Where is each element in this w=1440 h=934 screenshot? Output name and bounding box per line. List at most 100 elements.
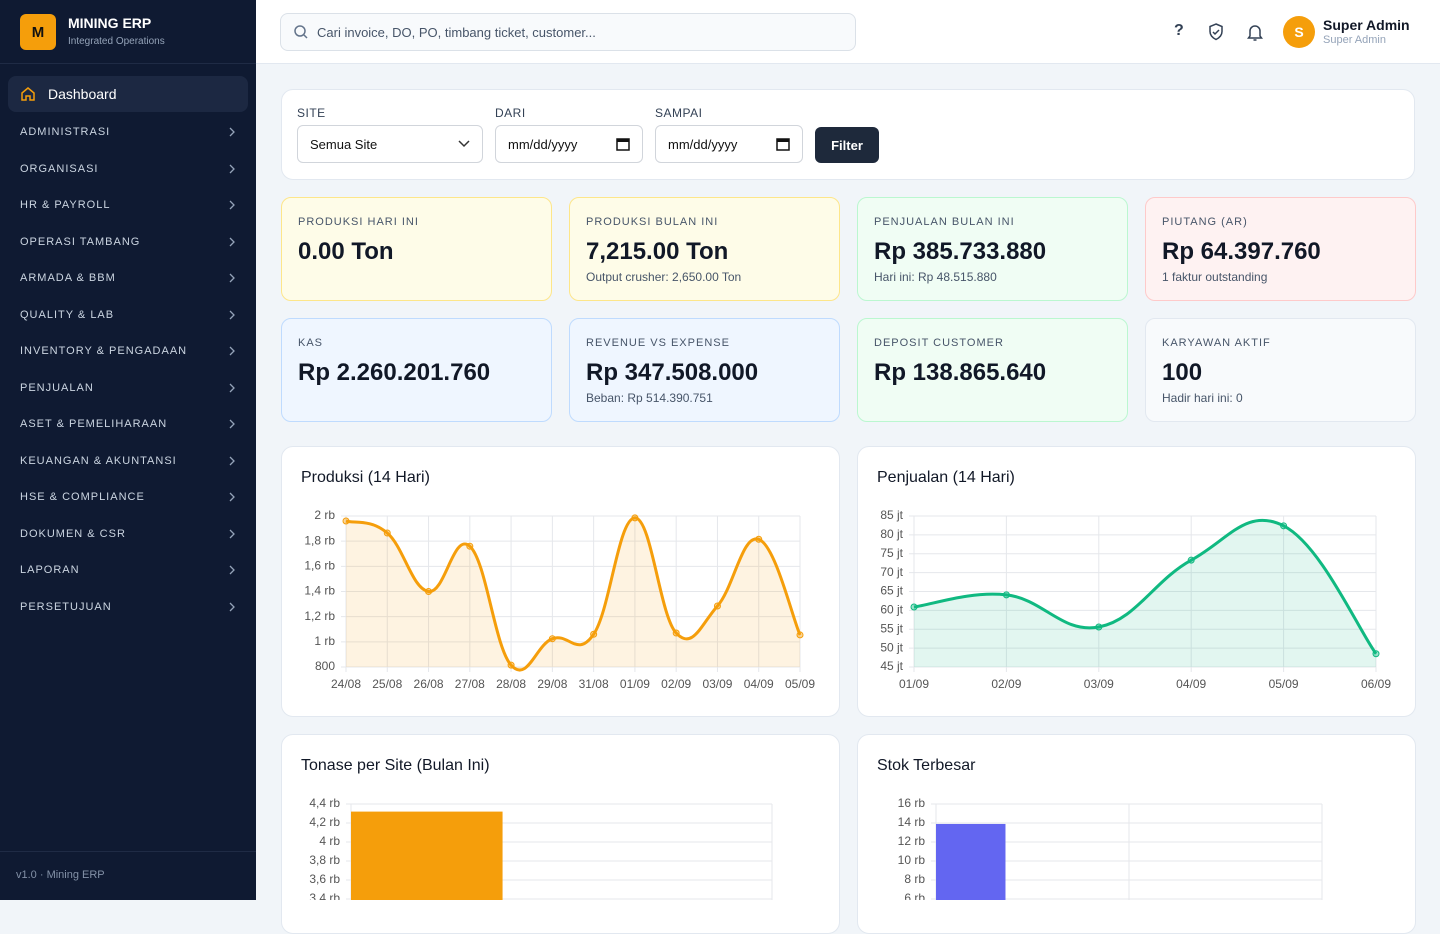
chevron bbox=[229, 164, 235, 173]
x-tick-label: 05/09 bbox=[785, 677, 815, 691]
kpi-card: PRODUKSI BULAN INI 7,215.00 Ton Output cru… bbox=[569, 197, 840, 301]
point bbox=[910, 603, 918, 611]
kpi-value: Rp 2.260.201.760 bbox=[298, 359, 491, 386]
kpi-sub: 1 faktur outstanding bbox=[1162, 270, 1268, 284]
nav-item[interactable]: PERSETUJUAN bbox=[20, 597, 236, 617]
user-role: Super Admin bbox=[1323, 34, 1386, 46]
x-tick-label: 03/09 bbox=[702, 677, 732, 691]
chevron-path bbox=[229, 565, 235, 575]
point bbox=[631, 514, 639, 522]
chevron-path bbox=[229, 164, 235, 173]
y-tick-label: 6 rb bbox=[904, 891, 925, 900]
nav-active[interactable]: Dashboard bbox=[8, 76, 248, 112]
nav-label: LAPORAN bbox=[20, 564, 80, 576]
kpi-value: Rp 138.865.640 bbox=[874, 359, 1047, 386]
nav-label: PERSETUJUAN bbox=[20, 600, 112, 613]
nav-label: ARMADA & BBM bbox=[20, 272, 116, 284]
filter-label: SAMPAI bbox=[655, 106, 703, 120]
y-tick-label: 1,2 rb bbox=[304, 609, 335, 623]
nav-item[interactable]: HR & PAYROLL bbox=[20, 195, 236, 215]
help[interactable]: ? bbox=[1174, 22, 1184, 39]
y-tick-label: 4,4 rb bbox=[309, 796, 340, 810]
point bbox=[755, 535, 763, 543]
point bbox=[590, 630, 598, 638]
kpi-sub: Output crusher: 2,650.00 Ton bbox=[586, 270, 742, 284]
select-value: Semua Site bbox=[310, 136, 378, 152]
nav-label: KEUANGAN & AKUNTANSI bbox=[20, 454, 177, 467]
chevron-path bbox=[229, 127, 235, 137]
nav-item[interactable]: LAPORAN bbox=[20, 560, 236, 580]
nav-item[interactable]: QUALITY & LAB bbox=[20, 305, 236, 325]
filter-button[interactable]: Filter bbox=[815, 127, 879, 163]
x-tick-label: 29/08 bbox=[537, 677, 567, 691]
point bbox=[1095, 623, 1103, 631]
kpi-label: DEPOSIT CUSTOMER bbox=[874, 337, 1004, 349]
y-tick-label: 3,8 rb bbox=[309, 853, 340, 867]
kpi-value: 100 bbox=[1162, 359, 1203, 386]
kpi-label: KAS bbox=[298, 337, 324, 349]
x-tick-label: 04/09 bbox=[744, 677, 774, 691]
nav-label: ASET & PEMELIHARAAN bbox=[20, 418, 168, 430]
chevron-path bbox=[229, 419, 235, 429]
y-tick-label: 16 rb bbox=[898, 796, 926, 810]
calendar-icon bbox=[616, 138, 630, 151]
kpi-card: KARYAWAN AKTIF 100 Hadir hari ini: 0 bbox=[1145, 318, 1416, 422]
chevron-path bbox=[229, 456, 235, 465]
nav-item[interactable]: ORGANISASI bbox=[20, 159, 236, 179]
user-name: Super Admin bbox=[1323, 17, 1410, 33]
chart-title: Penjualan (14 Hari) bbox=[877, 469, 1015, 486]
kpi-label: PENJUALAN BULAN INI bbox=[874, 216, 1015, 228]
nav-label: PENJUALAN bbox=[20, 381, 94, 394]
divider bbox=[0, 851, 256, 852]
site-select[interactable]: Semua Site bbox=[297, 125, 483, 163]
nav-item[interactable]: OPERASI TAMBANG bbox=[20, 232, 236, 252]
nav-item[interactable]: PENJUALAN bbox=[20, 378, 236, 398]
line bbox=[913, 518, 1378, 655]
kpi-sub: Beban: Rp 514.390.751 bbox=[586, 391, 713, 405]
chart-card bbox=[281, 446, 840, 717]
filter-label: SITE bbox=[297, 106, 326, 120]
nav-item[interactable]: HSE & COMPLIANCE bbox=[20, 487, 236, 507]
bar bbox=[351, 811, 503, 900]
nav-label: HSE & COMPLIANCE bbox=[20, 491, 145, 503]
x-tick-label: 24/08 bbox=[331, 677, 361, 691]
nav-item[interactable]: ADMINISTRASI bbox=[20, 122, 236, 142]
nav-item[interactable]: ARMADA & BBM bbox=[20, 268, 236, 288]
nav-item[interactable]: INVENTORY & PENGADAAN bbox=[20, 341, 236, 361]
chevron bbox=[458, 140, 470, 148]
avatar[interactable]: S bbox=[1283, 16, 1315, 48]
y-tick-label: 75 jt bbox=[880, 546, 903, 560]
point bbox=[796, 631, 804, 639]
chevron bbox=[229, 200, 235, 210]
x-tick-label: 03/09 bbox=[1084, 677, 1114, 691]
kpi-label: PIUTANG (AR) bbox=[1162, 216, 1248, 228]
point bbox=[342, 517, 350, 525]
nav-item[interactable]: DOKUMEN & CSR bbox=[20, 524, 236, 544]
y-tick-label: 50 jt bbox=[880, 640, 903, 654]
kpi-card: DEPOSIT CUSTOMER Rp 138.865.640 bbox=[857, 318, 1128, 422]
search-icon bbox=[294, 25, 308, 39]
kpi-sub: Hari ini: Rp 48.515.880 bbox=[874, 270, 997, 284]
chevron bbox=[229, 492, 235, 502]
search[interactable]: Cari invoice, DO, PO, timbang ticket, cu… bbox=[280, 13, 856, 51]
x-tick-label: 04/09 bbox=[1176, 677, 1206, 691]
nav-label: INVENTORY & PENGADAAN bbox=[20, 345, 188, 357]
chart-title: Stok Terbesar bbox=[877, 757, 976, 774]
nav-item[interactable]: KEUANGAN & AKUNTANSI bbox=[20, 451, 236, 471]
date-to[interactable]: mm/dd/yyyy bbox=[655, 125, 803, 163]
kpi-label: REVENUE VS EXPENSE bbox=[586, 337, 730, 349]
nav-label: HR & PAYROLL bbox=[20, 199, 111, 211]
brand-name: MINING ERP bbox=[68, 15, 152, 31]
kpi-value: 7,215.00 Ton bbox=[586, 238, 729, 265]
nav-label: ORGANISASI bbox=[20, 162, 99, 175]
line bbox=[345, 516, 802, 672]
nav-label: DOKUMEN & CSR bbox=[20, 527, 126, 540]
shield-icon[interactable] bbox=[1207, 22, 1225, 42]
date-from[interactable]: mm/dd/yyyy bbox=[495, 125, 643, 163]
chevron-path bbox=[229, 529, 235, 538]
kpi-value: Rp 347.508.000 bbox=[586, 359, 759, 386]
bell-icon[interactable] bbox=[1246, 22, 1264, 42]
nav-item[interactable]: ASET & PEMELIHARAAN bbox=[20, 414, 236, 434]
logo[interactable]: M bbox=[20, 14, 56, 50]
y-tick-label: 60 jt bbox=[880, 603, 903, 617]
